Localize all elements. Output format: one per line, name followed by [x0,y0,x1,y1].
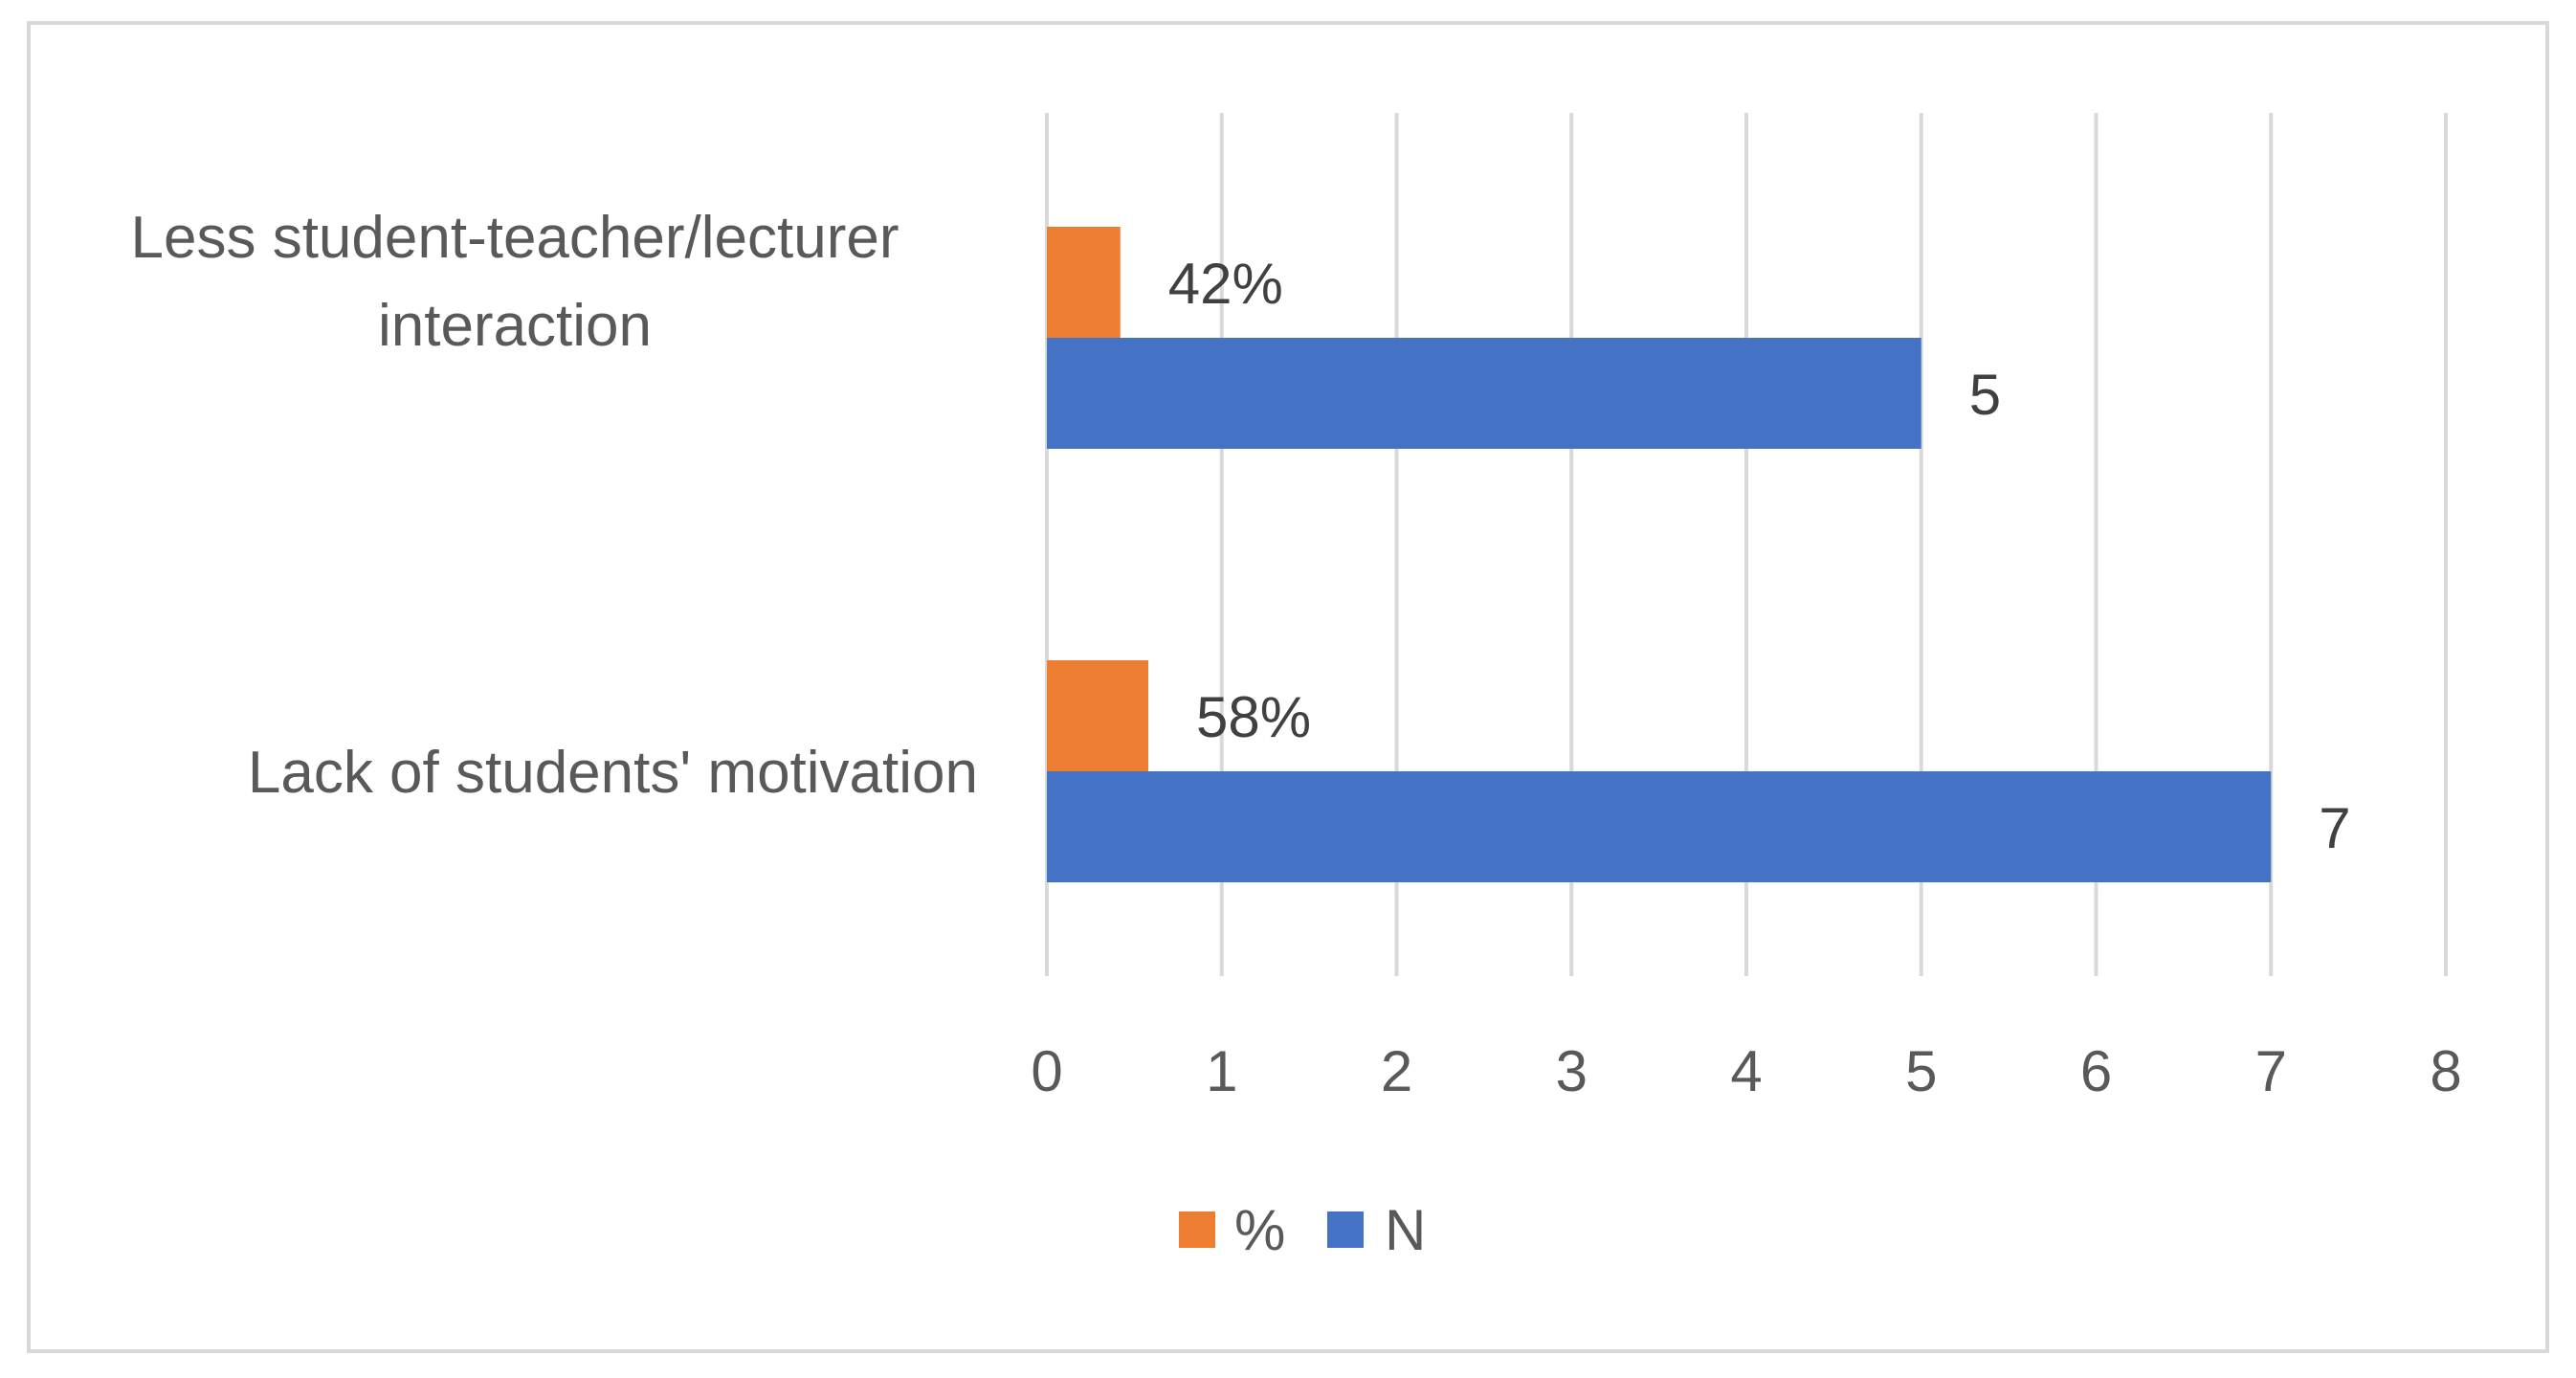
bar-percent-1 [1047,660,1148,771]
data-label-percent-0: 42% [1168,252,1283,316]
category-labels: Less student-teacher/lecturer interaction… [131,205,978,806]
x-tick-label: 5 [1905,1039,1937,1103]
chart-border [27,21,2549,1353]
legend: % N [1179,1198,1426,1262]
x-tick-label: 1 [1206,1039,1237,1103]
category-label-0: Less student-teacher/lecturer interaction [131,205,899,359]
x-tick-label: 7 [2255,1039,2287,1103]
bar-percent-0 [1047,227,1121,338]
bar-n-1 [1047,771,2272,882]
data-labels: 42% 5 58% 7 [1168,252,2351,860]
category-label-1: Lack of students' motivation [248,740,978,806]
category-label-line: Less student-teacher/lecturer [131,205,899,271]
bars [1047,227,2272,882]
category-label-line: Lack of students' motivation [248,740,978,806]
x-tick-label: 6 [2080,1039,2112,1103]
legend-swatch-percent [1179,1211,1215,1248]
x-tick-label: 4 [1730,1039,1762,1103]
x-tick-label: 0 [1031,1039,1062,1103]
bar-n-0 [1047,338,1921,449]
x-tick-label: 2 [1381,1039,1412,1103]
x-axis-ticks: 0 1 2 3 4 5 6 7 8 [1031,1039,2461,1103]
x-tick-label: 8 [2430,1039,2461,1103]
x-tick-label: 3 [1556,1039,1588,1103]
data-label-n-0: 5 [1969,363,2001,427]
legend-swatch-n [1327,1211,1364,1248]
legend-label-percent: % [1234,1198,1285,1262]
data-label-percent-1: 58% [1196,685,1311,749]
category-label-line: interaction [378,293,652,359]
data-label-n-1: 7 [2319,796,2350,860]
legend-label-n: N [1385,1198,1426,1262]
